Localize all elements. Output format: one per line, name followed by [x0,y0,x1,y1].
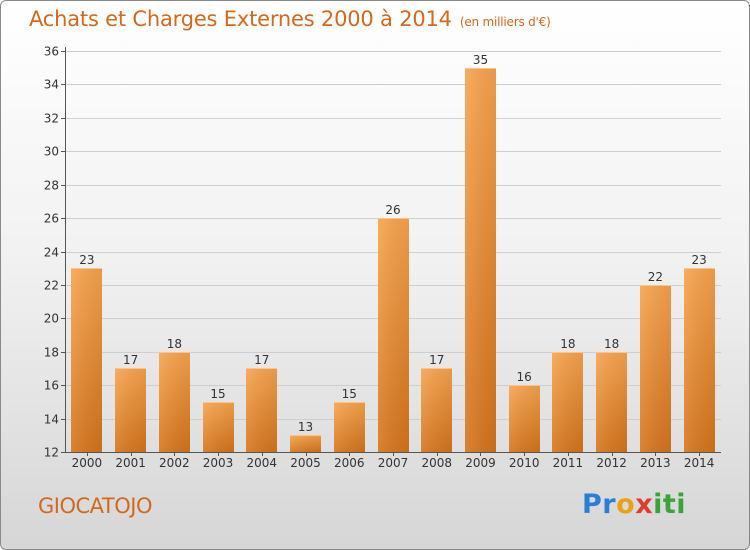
x-tick-label: 2014 [684,456,715,470]
bar-shade [159,352,190,452]
bar-shade [71,268,102,452]
x-tick-label: 2007 [378,456,409,470]
bar-shade [465,68,496,452]
bar-shade [115,368,146,452]
data-label: 18 [604,337,619,351]
logo-letter: x [635,489,654,520]
x-tick-label: 2002 [159,456,190,470]
x-tick-label: 2000 [72,456,103,470]
logo-letter: r [602,489,617,520]
bar-shade [684,268,715,452]
data-label: 22 [648,270,663,284]
y-tick-label: 34 [44,78,59,92]
bar-shade [552,352,583,452]
x-tick-label: 2004 [247,456,278,470]
commune-name: GIOCATOJO [38,494,152,518]
y-tick-label: 36 [44,45,59,59]
logo-letter: i [653,489,663,520]
x-tick-label: 2012 [596,456,627,470]
data-label: 16 [517,370,532,384]
bar-shade [334,402,365,452]
chart-title: Achats et Charges Externes 2000 à 2014 (e… [29,7,551,31]
y-tick-label: 14 [44,413,59,427]
y-tick-label: 24 [44,246,59,260]
bar-shade [509,385,540,452]
y-tick-label: 28 [44,179,59,193]
y-tick-label: 12 [44,446,59,460]
bar-shade [421,368,452,452]
data-label: 17 [123,353,138,367]
data-label: 18 [167,337,182,351]
x-tick-label: 2008 [421,456,452,470]
logo-letter: t [662,489,677,520]
bar-shade [203,402,234,452]
x-tick-label: 2013 [640,456,671,470]
bar-shade [596,352,627,452]
y-tick-label: 22 [44,279,59,293]
x-tick-label: 2006 [334,456,365,470]
y-tick-label: 32 [44,112,59,126]
x-tick-label: 2005 [290,456,321,470]
logo-letter: P [582,489,603,520]
bar-shade [640,285,671,452]
x-tick-label: 2011 [553,456,584,470]
proxiti-logo[interactable]: Proxiti [582,489,686,520]
y-tick-label: 26 [44,212,59,226]
data-label: 15 [210,387,225,401]
data-label: 26 [385,203,400,217]
data-label: 17 [429,353,444,367]
logo-letter: o [616,489,636,520]
y-tick-label: 16 [44,379,59,393]
bar-shade [246,368,277,452]
data-label: 23 [79,253,94,267]
data-label: 13 [298,420,313,434]
data-label: 18 [560,337,575,351]
bars: 23 17 18 15 17 13 15 26 17 35 16 18 18 22 23 [71,53,715,452]
chart-unit: (en milliers d'€) [459,15,551,29]
x-tick-label: 2003 [203,456,234,470]
logo-letter: i [676,489,687,520]
x-tick-label: 2010 [509,456,540,470]
bar-shade [378,218,409,452]
x-tick-label: 2001 [115,456,146,470]
x-tick-label: 2009 [465,456,496,470]
data-label: 23 [691,253,706,267]
data-label: 17 [254,353,269,367]
data-label: 35 [473,53,488,67]
bar-shade [290,435,321,452]
y-tick-label: 18 [44,346,59,360]
x-axis-labels: 2000 2001 2002 2003 2004 2005 2006 2007 2008 2009… [72,452,715,470]
chart-title-text: Achats et Charges Externes 2000 à 2014 [29,7,452,31]
y-tick-label: 30 [44,145,59,159]
y-tick-label: 20 [44,312,59,326]
data-label: 15 [342,387,357,401]
